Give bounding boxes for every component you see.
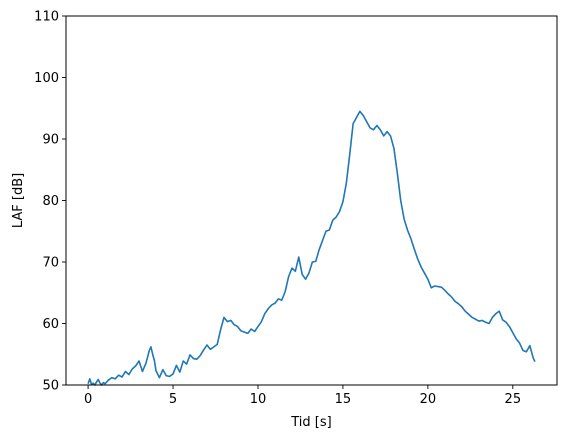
x-tick-label: 15 [335,392,352,407]
y-tick-label: 80 [42,194,59,209]
y-tick-label: 60 [42,317,59,332]
x-tick-label: 5 [169,392,177,407]
x-tick-label: 25 [505,392,522,407]
y-tick-label: 100 [34,71,59,86]
ticks-layer: 0 5 10 15 20 25 50 60 70 80 90 100 110 [34,10,521,408]
y-tick-label: 110 [34,10,59,25]
y-tick-label: 70 [42,256,59,271]
series-line [87,110,536,386]
y-axis-label: LAF [dB] [11,173,26,228]
x-axis-label: Tid [s] [290,415,331,430]
x-tick-label: 0 [84,392,92,407]
x-tick-label: 10 [250,392,267,407]
series-layer [87,110,536,386]
plot-frame [65,15,558,386]
y-tick-label: 50 [42,379,59,394]
x-tick-label: 20 [420,392,437,407]
y-tick-label: 90 [42,133,59,148]
